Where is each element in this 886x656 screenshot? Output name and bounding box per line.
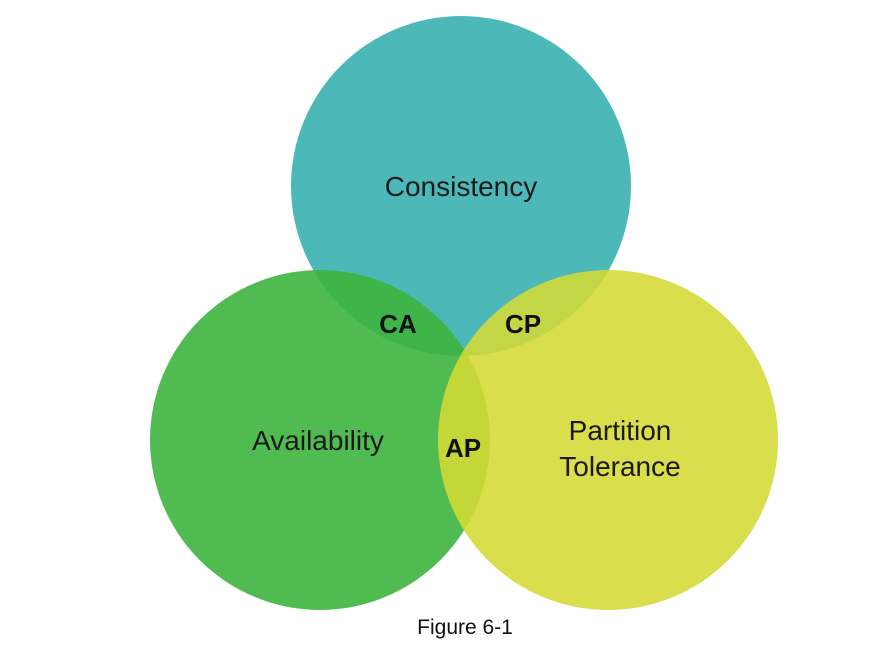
overlap-label-ca: CA: [379, 309, 417, 339]
label-consistency: Consistency: [385, 171, 538, 202]
figure-caption: Figure 6-1: [417, 616, 513, 639]
circle-consistency: [291, 16, 631, 356]
label-tolerance: Tolerance: [559, 451, 680, 482]
circle-availability: [150, 270, 490, 610]
label-partition: Partition: [569, 415, 672, 446]
overlap-label-cp: CP: [505, 309, 541, 339]
label-availability: Availability: [252, 425, 384, 456]
overlap-label-ap: AP: [445, 433, 481, 463]
circle-partition-tolerance: [438, 270, 778, 610]
